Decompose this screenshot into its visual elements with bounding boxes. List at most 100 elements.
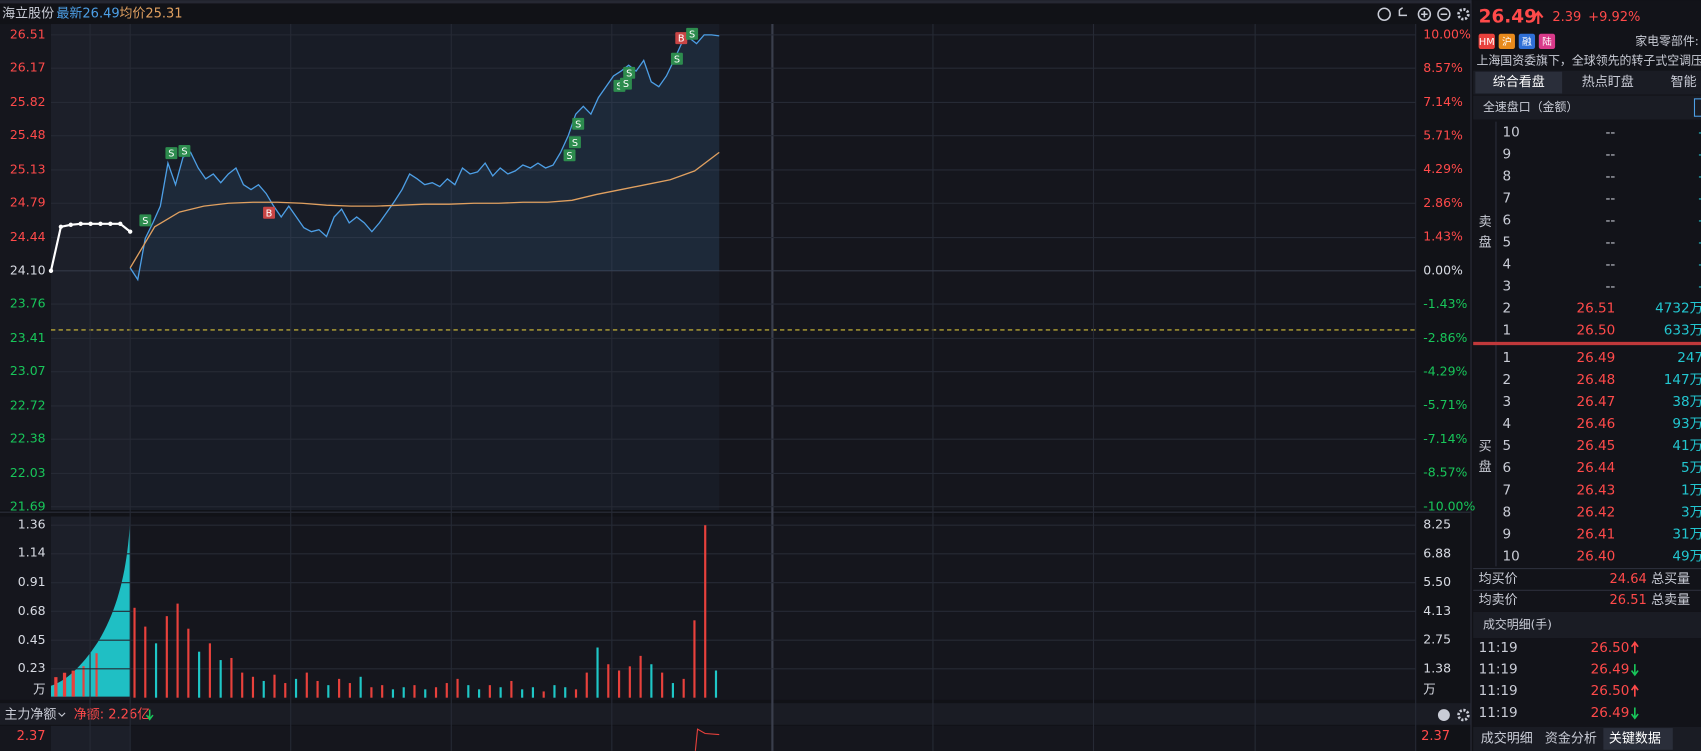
level: 2 xyxy=(1502,301,1511,317)
bottom-tab[interactable]: 成交明细 xyxy=(1481,730,1533,746)
y2-tick-label: 4.13 xyxy=(1423,603,1451,618)
trade-price: 26.49 xyxy=(1591,661,1630,677)
volume-bar xyxy=(198,651,201,698)
signal-label: S xyxy=(566,151,572,162)
pct-tick-label: 5.71% xyxy=(1423,128,1463,143)
icon[interactable] xyxy=(1417,7,1432,21)
auction-point xyxy=(78,221,83,226)
bottom-tab[interactable]: 资金分析 xyxy=(1545,730,1597,746)
y-tick-label: 1.36 xyxy=(18,517,46,532)
volume-bar xyxy=(391,689,395,698)
volume-bar xyxy=(219,660,222,698)
volume-bar xyxy=(144,626,147,698)
icon[interactable] xyxy=(1437,7,1451,21)
pct-tick-label: 10.00% xyxy=(1423,26,1471,41)
signal-label: S xyxy=(626,68,632,79)
volume-bar xyxy=(154,643,158,698)
y-tick-label: 24.10 xyxy=(10,262,46,277)
level: 1 xyxy=(1502,323,1511,339)
volume-bar xyxy=(628,666,631,698)
settings-icon[interactable] xyxy=(1457,708,1470,722)
tab[interactable]: 智能 xyxy=(1671,75,1697,90)
side-label: 卖 xyxy=(1479,215,1492,230)
tag-badge xyxy=(1498,33,1515,49)
volume-bar xyxy=(467,685,470,698)
tab[interactable]: 热点盯盘 xyxy=(1582,74,1634,90)
pct-tick-label: -4.29% xyxy=(1423,364,1467,379)
latest-price: 最新26.49 xyxy=(56,6,119,22)
signal-box xyxy=(263,206,276,219)
level: 8 xyxy=(1502,504,1511,520)
side-label: 买 xyxy=(1479,440,1492,455)
book-price: 26.47 xyxy=(1577,394,1616,410)
flow-panel xyxy=(0,725,1416,751)
toolbar-icons xyxy=(1377,7,1470,21)
industry: 家电零部件: xyxy=(1635,34,1699,48)
level: 9 xyxy=(1502,147,1511,163)
book-amount: - xyxy=(1698,125,1701,141)
level: 8 xyxy=(1502,169,1511,185)
signal-box xyxy=(623,66,636,79)
icon[interactable] xyxy=(1398,7,1408,17)
book-amount: 3万 xyxy=(1681,504,1701,520)
volume-bar xyxy=(531,687,535,698)
unit-label: 万 xyxy=(33,682,45,697)
signal-label: S xyxy=(575,119,581,130)
book-amount: - xyxy=(1698,213,1701,229)
tag-label: 陆 xyxy=(1542,35,1552,48)
level: 6 xyxy=(1502,213,1511,229)
summary-label: 均买价 xyxy=(1479,572,1518,587)
book-price: 26.45 xyxy=(1577,438,1616,454)
y-tick-label: 24.44 xyxy=(10,229,46,244)
signal-box xyxy=(686,27,699,40)
volume-bar xyxy=(671,683,674,698)
book-amount: - xyxy=(1698,257,1701,273)
pct-tick-label: 2.86% xyxy=(1423,195,1463,210)
icon[interactable] xyxy=(1377,7,1391,21)
y2-tick-label: 5.50 xyxy=(1423,574,1451,589)
y2-tick-label: 6.88 xyxy=(1423,545,1451,560)
icon[interactable] xyxy=(1421,10,1428,18)
flow-net: 净额: 2.26亿 xyxy=(74,708,150,723)
y-tick-label: 25.48 xyxy=(10,127,46,142)
volume-bar xyxy=(617,670,621,698)
level: 4 xyxy=(1502,257,1511,273)
volume-bar xyxy=(434,687,438,698)
y2-tick-label: 8.25 xyxy=(1423,517,1451,532)
icon[interactable] xyxy=(1457,8,1470,21)
volume-bar xyxy=(704,525,707,698)
volume-bar xyxy=(521,689,524,698)
auction-point xyxy=(68,222,73,227)
tab-strip xyxy=(0,0,1472,4)
signal-label: S xyxy=(623,79,629,90)
y-tick-label: 25.82 xyxy=(10,94,46,109)
tab[interactable]: 综合看盘 xyxy=(1493,74,1545,90)
volume-bar xyxy=(133,607,136,698)
summary-label: 总卖量 xyxy=(1651,593,1690,608)
depth-title: 全速盘口（金额） xyxy=(1483,100,1578,114)
price-area xyxy=(130,34,720,280)
volume-bar xyxy=(413,685,416,698)
y-tick-label: 23.41 xyxy=(10,330,46,345)
signal-box xyxy=(675,32,688,45)
side-label: 盘 xyxy=(1479,459,1492,475)
tag-badge xyxy=(1538,33,1556,49)
book-price: -- xyxy=(1606,235,1616,251)
volume-bar xyxy=(284,683,287,698)
volume-bar xyxy=(359,676,362,698)
book-price: 26.40 xyxy=(1577,548,1616,564)
signal-box xyxy=(165,147,178,160)
bottom-tab[interactable]: 关键数据 xyxy=(1609,731,1661,746)
signal-box xyxy=(568,136,581,149)
tag-label: 融 xyxy=(1522,36,1532,48)
auction-volume xyxy=(50,517,131,697)
dropdown-icon[interactable] xyxy=(58,712,66,717)
close-icon[interactable] xyxy=(1437,709,1450,722)
y-tick-label: 21.69 xyxy=(10,498,46,513)
volume-bar xyxy=(682,678,685,698)
toggle-icon[interactable] xyxy=(1693,98,1701,117)
book-price: 26.42 xyxy=(1577,504,1616,520)
volume-bar xyxy=(348,683,351,698)
volume-bar xyxy=(230,657,233,698)
